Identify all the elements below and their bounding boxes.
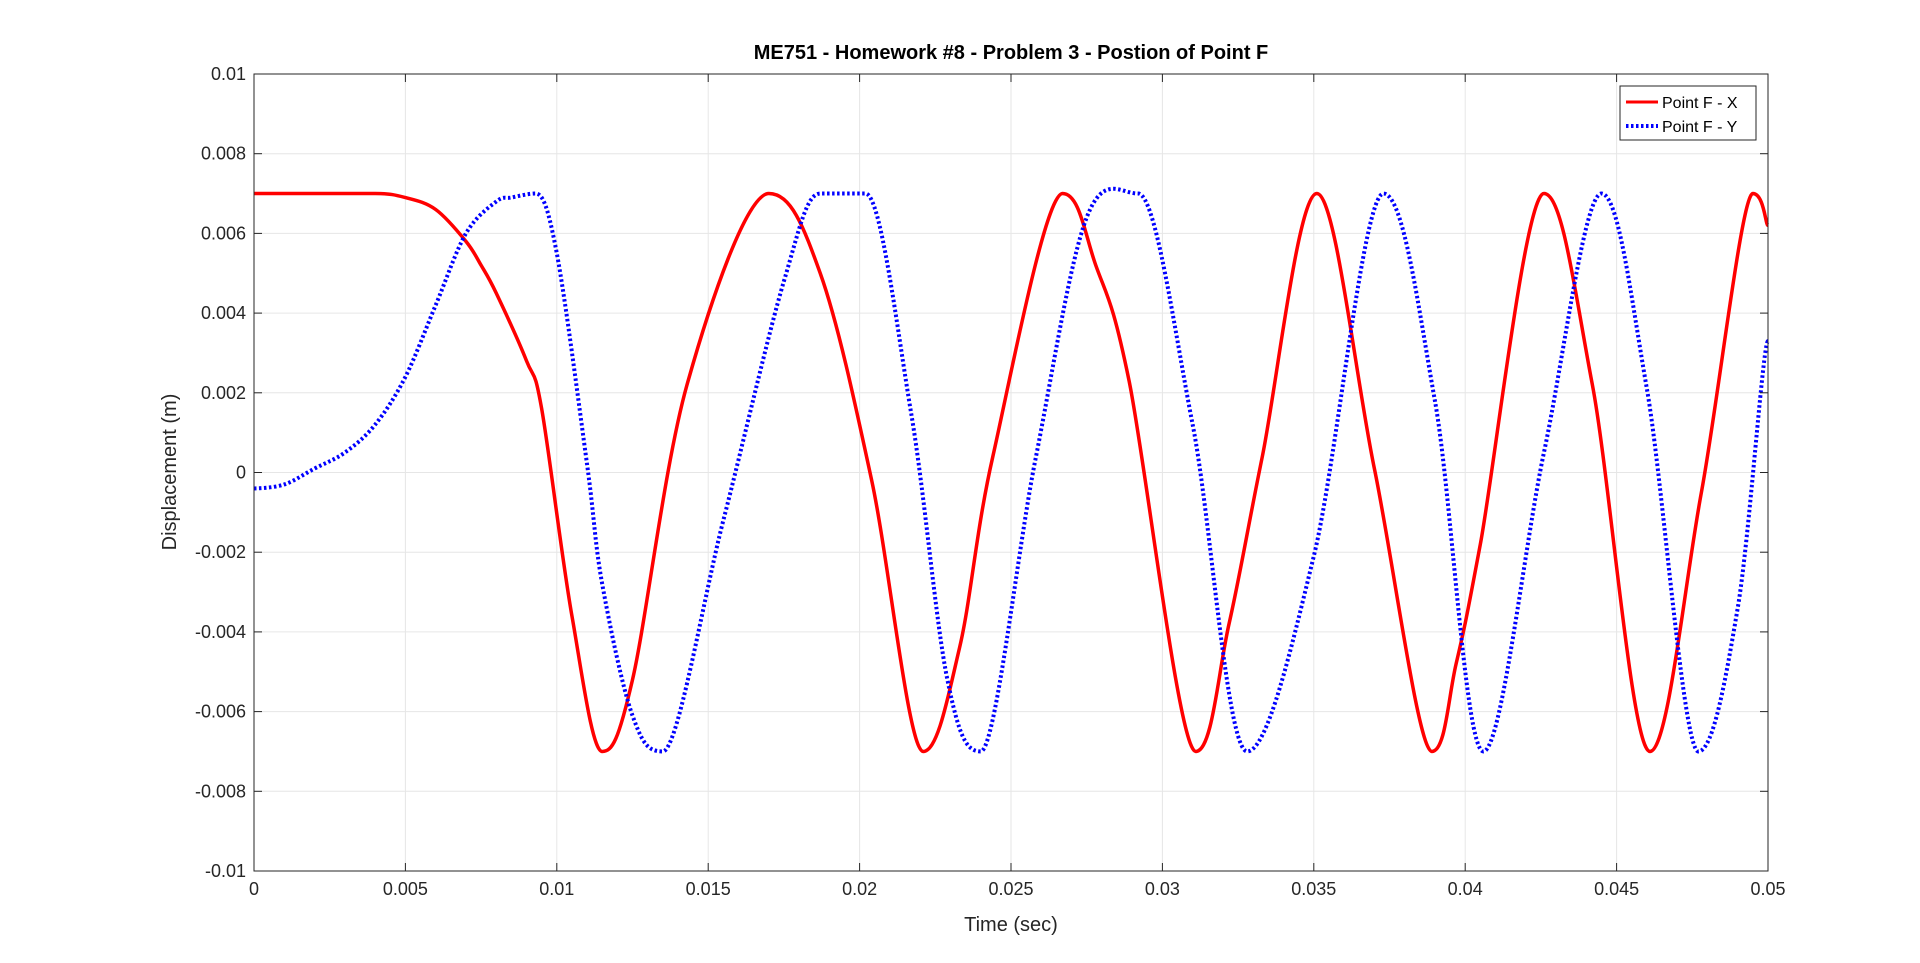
tick-labels: 0 0.005 0.01 0.015 0.02 0.025 0.03 0.035 0.04 0.0…	[195, 64, 1786, 899]
x-tick-label: 0.05	[1750, 879, 1785, 899]
series-group	[253, 186, 1770, 754]
series-line-point-f-x	[254, 191, 1770, 754]
y-tick-label: 0.008	[201, 144, 246, 164]
x-tick-label: 0.01	[539, 879, 574, 899]
x-tick-label: 0.04	[1448, 879, 1483, 899]
y-axis-label: Displacement (m)	[159, 394, 181, 551]
legend: Point F - X Point F - Y	[1619, 85, 1757, 141]
y-tick-label: -0.002	[195, 542, 246, 562]
ticks	[253, 73, 1769, 872]
x-tick-label: 0	[249, 879, 259, 899]
x-tick-label: 0.03	[1145, 879, 1180, 899]
y-tick-label: -0.006	[195, 702, 246, 722]
y-tick-label: 0	[236, 463, 246, 483]
y-tick-label: 0.006	[201, 223, 246, 243]
x-tick-label: 0.025	[988, 879, 1033, 899]
y-tick-label: -0.01	[205, 861, 246, 881]
legend-box	[1619, 85, 1757, 141]
legend-label-y: Point F - Y	[1662, 119, 1738, 136]
x-tick-label: 0.005	[383, 879, 428, 899]
y-tick-label: 0.01	[211, 64, 246, 84]
x-tick-label: 0.035	[1291, 879, 1336, 899]
legend-label-x: Point F - X	[1662, 95, 1738, 112]
x-tick-label: 0.045	[1594, 879, 1639, 899]
y-tick-label: 0.002	[201, 383, 246, 403]
x-axis-label: Time (sec)	[964, 914, 1058, 936]
y-tick-label: -0.008	[195, 781, 246, 801]
x-tick-label: 0.02	[842, 879, 877, 899]
y-tick-label: 0.004	[201, 303, 246, 323]
x-tick-label: 0.015	[686, 879, 731, 899]
y-tick-label: -0.004	[195, 622, 246, 642]
chart-title: ME751 - Homework #8 - Problem 3 - Postio…	[754, 42, 1269, 64]
